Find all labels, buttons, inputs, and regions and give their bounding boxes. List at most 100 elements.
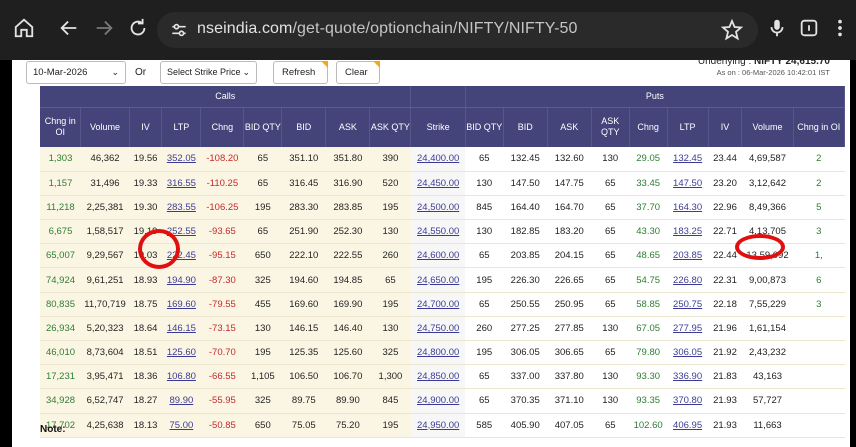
ltp-link[interactable]: 164.30	[673, 201, 703, 213]
ltp-link[interactable]: 146.15	[166, 322, 196, 334]
refresh-button[interactable]: Refresh	[273, 61, 328, 84]
home-icon[interactable]	[12, 16, 36, 40]
ltp-link[interactable]: 106.80	[166, 371, 196, 383]
strike-price-link[interactable]: 24,800.00	[417, 347, 460, 359]
ltp-link[interactable]: 252.55	[166, 226, 196, 238]
strike-price-select[interactable]: Select Strike Price ⌄	[160, 61, 257, 84]
strike-price-link[interactable]: 24,450.00	[417, 177, 460, 189]
ltp-link[interactable]: 169.60	[166, 298, 196, 310]
ltp-link[interactable]: 132.45	[673, 153, 703, 165]
cell-p-oi	[793, 413, 845, 438]
ltp-link[interactable]: 194.90	[166, 274, 196, 286]
cell-c-ltp[interactable]: 352.05	[161, 147, 201, 172]
cell-c-bq: 325	[243, 388, 282, 414]
ltp-link[interactable]: 306.05	[673, 347, 703, 359]
cell-c-chg: -70.70	[200, 340, 244, 366]
cell-p-ltp[interactable]: 226.80	[667, 267, 709, 293]
bookmark-star-icon[interactable]	[720, 18, 744, 42]
strike-price-link[interactable]: 24,850.00	[417, 371, 460, 383]
cell-c-ltp[interactable]: 252.55	[161, 219, 201, 245]
cell-strike[interactable]: 24,400.00	[410, 147, 466, 172]
cell-strike[interactable]: 24,700.00	[410, 292, 466, 317]
cell-c-ltp[interactable]: 194.90	[161, 267, 201, 293]
cell-p-ltp[interactable]: 164.30	[667, 195, 709, 221]
ltp-link[interactable]: 277.95	[673, 322, 703, 334]
ltp-link[interactable]: 222.45	[166, 250, 196, 262]
strike-price-link[interactable]: 24,750.00	[417, 322, 460, 334]
ltp-link[interactable]: 147.50	[673, 177, 703, 189]
ltp-link[interactable]: 370.80	[673, 395, 703, 407]
cell-strike[interactable]: 24,750.00	[410, 316, 466, 342]
cell-p-ltp[interactable]: 306.05	[667, 340, 709, 366]
cell-strike[interactable]: 24,850.00	[410, 364, 466, 390]
tab-count-icon[interactable]	[797, 16, 821, 40]
cell-c-aq: 1,300	[369, 364, 411, 390]
cell-c-ltp[interactable]: 316.55	[161, 171, 201, 196]
cell-c-oi: 65,007	[40, 243, 81, 269]
cell-p-oi: 3	[793, 292, 845, 317]
column-header: IV	[708, 107, 743, 147]
cell-c-bid: 316.45	[281, 171, 326, 196]
url-path: /get-quote/optionchain/NIFTY/NIFTY-50	[292, 20, 578, 37]
cell-c-ltp[interactable]: 75.00	[161, 413, 201, 438]
ltp-link[interactable]: 283.55	[166, 201, 196, 213]
cell-strike[interactable]: 24,900.00	[410, 388, 466, 414]
ltp-link[interactable]: 250.75	[673, 298, 703, 310]
cell-c-bq: 65	[243, 171, 282, 196]
cell-p-ltp[interactable]: 132.45	[667, 147, 709, 172]
cell-p-ltp[interactable]: 147.50	[667, 171, 709, 196]
cell-p-ltp[interactable]: 370.80	[667, 388, 709, 414]
forward-arrow-icon[interactable]	[92, 16, 116, 40]
cell-strike[interactable]: 24,450.00	[410, 171, 466, 196]
address-bar[interactable]: nseindia.com/get-quote/optionchain/NIFTY…	[157, 12, 758, 48]
site-settings-icon[interactable]	[169, 20, 189, 40]
cell-strike[interactable]: 24,650.00	[410, 267, 466, 293]
ltp-link[interactable]: 75.00	[169, 419, 194, 431]
cell-p-ltp[interactable]: 183.25	[667, 219, 709, 245]
strike-price-link[interactable]: 24,700.00	[417, 298, 460, 310]
clear-button[interactable]: Clear	[336, 61, 380, 84]
cell-p-ltp[interactable]: 203.85	[667, 243, 709, 269]
strike-price-link[interactable]: 24,650.00	[417, 274, 460, 286]
ltp-link[interactable]: 352.05	[166, 153, 196, 165]
ltp-link[interactable]: 89.90	[169, 395, 194, 407]
cell-p-ltp[interactable]: 250.75	[667, 292, 709, 317]
strike-price-link[interactable]: 24,900.00	[417, 395, 460, 407]
ltp-link[interactable]: 226.80	[673, 274, 703, 286]
cell-strike[interactable]: 24,800.00	[410, 340, 466, 366]
more-menu-icon[interactable]	[828, 16, 852, 40]
cell-p-ltp[interactable]: 406.95	[667, 413, 709, 438]
cell-c-ltp[interactable]: 125.60	[161, 340, 201, 366]
microphone-icon[interactable]	[765, 16, 789, 40]
strike-price-link[interactable]: 24,950.00	[417, 419, 460, 431]
cell-p-ask: 337.80	[547, 364, 592, 390]
ltp-link[interactable]: 203.85	[673, 250, 703, 262]
strike-price-link[interactable]: 24,500.00	[417, 201, 460, 213]
cell-c-ltp[interactable]: 146.15	[161, 316, 201, 342]
cell-c-bid: 351.10	[281, 147, 326, 172]
ltp-link[interactable]: 183.25	[673, 226, 703, 238]
ltp-link[interactable]: 316.55	[166, 177, 196, 189]
cell-strike[interactable]: 24,550.00	[410, 219, 466, 245]
cell-strike[interactable]: 24,950.00	[410, 413, 466, 438]
cell-c-ltp[interactable]: 89.90	[161, 388, 201, 414]
ltp-link[interactable]: 336.90	[673, 371, 703, 383]
expiry-date-select[interactable]: 10-Mar-2026 ⌄	[26, 61, 126, 84]
strike-price-link[interactable]: 24,550.00	[417, 226, 460, 238]
strike-price-link[interactable]: 24,400.00	[417, 153, 460, 165]
cell-c-ltp[interactable]: 106.80	[161, 364, 201, 390]
back-arrow-icon[interactable]	[57, 16, 81, 40]
strike-price-link[interactable]: 24,600.00	[417, 250, 460, 262]
cell-p-ltp[interactable]: 277.95	[667, 316, 709, 342]
column-header: Strike	[410, 107, 466, 147]
ltp-link[interactable]: 406.95	[673, 419, 703, 431]
cell-c-ltp[interactable]: 169.60	[161, 292, 201, 317]
ltp-link[interactable]: 125.60	[166, 347, 196, 359]
cell-c-ltp[interactable]: 222.45	[161, 243, 201, 269]
cell-strike[interactable]: 24,600.00	[410, 243, 466, 269]
cell-strike[interactable]: 24,500.00	[410, 195, 466, 221]
cell-c-ltp[interactable]: 283.55	[161, 195, 201, 221]
cell-c-vol: 4,25,638	[80, 413, 130, 438]
cell-p-ltp[interactable]: 336.90	[667, 364, 709, 390]
reload-icon[interactable]	[126, 16, 150, 40]
